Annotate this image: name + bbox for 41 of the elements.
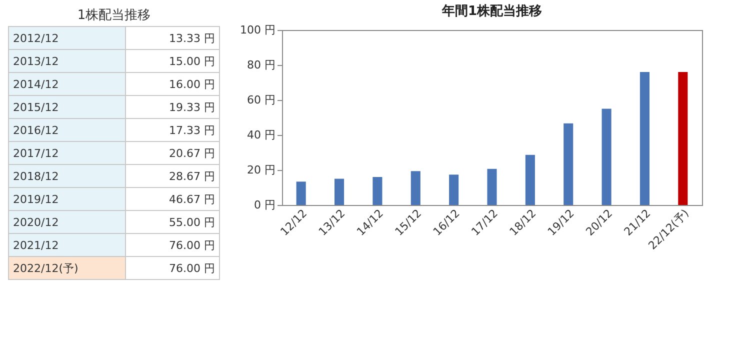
text: 46.67 円 bbox=[126, 188, 220, 210]
text: 2015/12 bbox=[8, 96, 126, 118]
bar bbox=[640, 72, 650, 205]
text: 16.00 円 bbox=[126, 72, 220, 96]
y-tick-label: 100 円 bbox=[240, 24, 276, 36]
text: 20.67 円 bbox=[126, 142, 220, 164]
text: 2021/12 bbox=[8, 234, 126, 256]
text: 17.33 円 bbox=[126, 118, 220, 142]
text: 2016/12 bbox=[8, 118, 126, 142]
text: 55.00 円 bbox=[126, 210, 220, 234]
bar bbox=[678, 72, 688, 205]
text: 28.67 円 bbox=[126, 164, 220, 188]
text: 76.00 円 bbox=[126, 234, 220, 256]
bar bbox=[487, 168, 497, 205]
text: 2019/12 bbox=[8, 188, 126, 210]
text: 1株配当推移 bbox=[76, 7, 152, 25]
text: 2014/12 bbox=[8, 72, 126, 96]
text: 2022/12(予) bbox=[8, 256, 126, 280]
text: 2020/12 bbox=[8, 210, 126, 234]
bar bbox=[564, 123, 574, 205]
text: 2012/12 bbox=[8, 26, 126, 50]
text: 19.33 円 bbox=[126, 96, 220, 118]
y-tick-label: 20 円 bbox=[247, 164, 276, 176]
bar bbox=[602, 108, 612, 205]
y-tick-label: 60 円 bbox=[247, 94, 276, 106]
bar bbox=[449, 174, 459, 205]
text: 15.00 円 bbox=[126, 50, 220, 72]
text: 2017/12 bbox=[8, 142, 126, 164]
y-tick-label: 0 円 bbox=[254, 198, 276, 212]
bar bbox=[372, 177, 382, 205]
bar bbox=[525, 154, 535, 205]
bar bbox=[296, 182, 306, 205]
bar bbox=[410, 171, 420, 205]
text: 76.00 円 bbox=[126, 256, 220, 280]
text: 13.33 円 bbox=[126, 26, 220, 50]
y-tick-label: 40 円 bbox=[247, 128, 276, 142]
y-tick-label: 80 円 bbox=[247, 58, 276, 72]
text: 2013/12 bbox=[8, 50, 126, 72]
bar bbox=[334, 178, 344, 205]
chart-title: 年間1株配当推移 bbox=[440, 4, 542, 19]
text: 2018/12 bbox=[8, 164, 126, 188]
